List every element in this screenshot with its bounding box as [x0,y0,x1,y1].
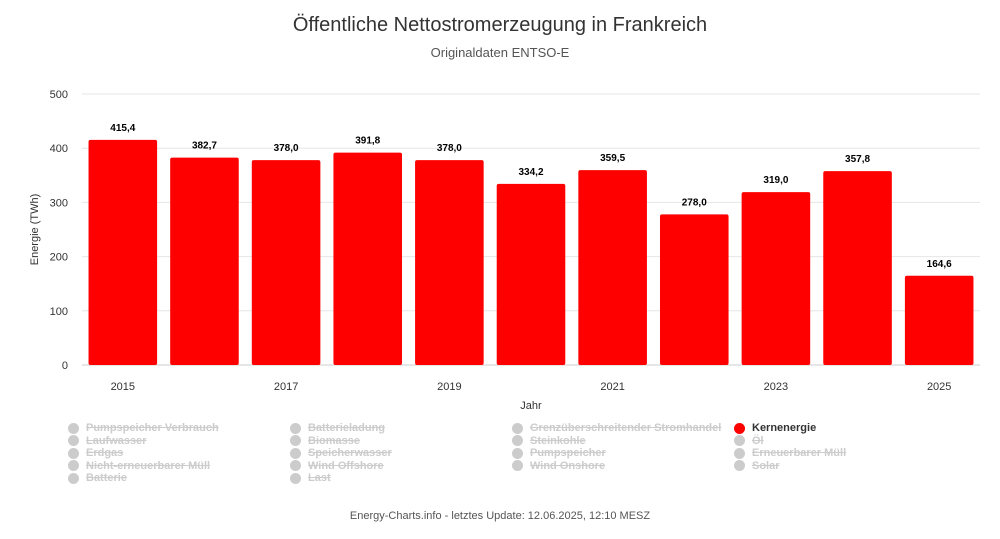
legend-marker-icon [734,460,745,472]
legend-marker-icon [68,472,79,484]
legend-item-label: Laufwasser [86,434,147,447]
legend-item[interactable]: Speicherwasser [290,447,392,459]
legend-item-label: Öl [752,434,764,447]
legend-marker-icon [290,435,301,447]
legend-marker-icon [734,422,745,434]
bar-2020 [496,183,566,365]
legend-item[interactable]: Laufwasser [68,435,147,447]
legend-item-label: Steinkohle [530,434,586,447]
x-tick-label: 2019 [437,381,461,393]
data-label: 319,0 [763,175,788,186]
legend-item[interactable]: Biomasse [290,435,360,447]
legend-item[interactable]: Wind Offshore [290,460,384,472]
legend-item[interactable]: Öl [734,435,764,447]
bar-2023 [741,192,811,365]
y-tick-label: 400 [50,143,68,155]
legend-marker-icon [68,435,79,447]
bar-2021 [578,170,647,365]
legend-item-label: Nicht-erneuerbarer Müll [86,459,211,472]
bar-2022 [659,214,729,365]
legend-item[interactable]: Erdgas [68,447,123,459]
legend-marker-icon [290,447,301,459]
data-label: 359,5 [600,153,625,164]
data-label: 334,2 [518,167,543,178]
y-tick-label: 100 [50,306,68,318]
x-tick-label: 2015 [111,381,135,393]
legend-marker-icon [290,472,301,484]
bar-2025 [904,275,974,365]
legend-item-label: Wind Onshore [530,459,606,472]
bar-2024 [823,171,892,365]
footer-source: Energy-Charts.info - letztes Update: 12.… [349,510,651,522]
legend-item-label: Kernenergie [752,422,817,434]
legend-item-label: Last [308,472,331,485]
legend-marker-icon [734,447,745,459]
chart-subtitle: Originaldaten ENTSO-E [430,45,570,60]
bar-2016 [170,157,239,365]
y-axis-label: Energie (TWh) [29,194,41,266]
bar-2018 [333,152,403,365]
x-tick-label: 2017 [274,381,298,393]
legend-marker-icon [290,422,301,434]
legend-item-label: Speicherwasser [308,447,392,460]
legend-item-label: Grenzüberschreitender Stromhandel [530,422,722,434]
legend-item-label: Erneuerbarer Müll [752,447,847,460]
bar-chart: 0 100 200 300 400 500 Energie (TWh) 415,4 382,7 3… [29,89,980,412]
y-tick-label: 0 [62,360,68,372]
x-axis-label: Jahr [520,400,542,412]
legend-item[interactable]: Batterieladung [290,422,385,434]
legend-marker-icon [68,447,79,459]
legend-item-label: Biomasse [308,434,360,447]
legend-marker-icon [512,460,523,472]
legend-item[interactable]: Solar [734,460,780,472]
data-label: 391,8 [355,136,380,147]
legend-item-label: Batterieladung [308,422,386,434]
bar-2019 [415,160,484,365]
data-label: 378,0 [437,143,462,154]
legend-item-label: Wind Offshore [308,459,384,472]
x-tick-label: 2025 [927,381,951,393]
y-tick-label: 200 [50,252,68,264]
bar-2015 [88,139,158,365]
legend-marker-icon [68,422,79,434]
legend-marker-icon [512,422,523,434]
legend-item-label: Pumpspeicher [530,447,606,460]
x-tick-label: 2021 [600,381,624,393]
bar-2017 [251,160,321,365]
legend-marker-icon [290,460,301,472]
legend-item[interactable]: Batterie [68,472,127,484]
legend-item[interactable]: Grenzüberschreitender Stromhandel [512,422,721,434]
legend-item-label: Batterie [86,472,127,485]
legend-item[interactable]: Pumpspeicher [512,447,606,459]
legend-marker-icon [68,460,79,472]
data-label: 382,7 [192,141,217,152]
chart-title: Öffentliche Nettostromerzeugung in Frank… [292,14,708,36]
legend-marker-icon [512,435,523,447]
legend-marker-icon [734,435,745,447]
legend-item-label: Solar [752,459,780,472]
data-label: 415,4 [110,123,135,134]
data-label: 378,0 [274,143,299,154]
y-tick-label: 500 [50,89,68,101]
y-tick-label: 300 [50,197,68,209]
legend-item-label: Pumpspeicher Verbrauch [86,422,219,434]
legend-item[interactable]: Kernenergie [734,422,816,434]
legend-item[interactable]: Erneuerbarer Müll [734,447,846,459]
x-tick-label: 2023 [764,381,788,393]
legend-marker-icon [512,447,523,459]
legend-item[interactable]: Wind Onshore [512,460,605,472]
legend-item[interactable]: Last [290,472,331,484]
legend-item[interactable]: Nicht-erneuerbarer Müll [68,460,210,472]
legend-item-label: Erdgas [86,447,124,460]
data-label: 278,0 [682,197,707,208]
data-label: 164,6 [927,259,952,270]
legend-item[interactable]: Steinkohle [512,435,586,447]
legend-item[interactable]: Pumpspeicher Verbrauch [68,422,219,434]
data-label: 357,8 [845,154,870,165]
